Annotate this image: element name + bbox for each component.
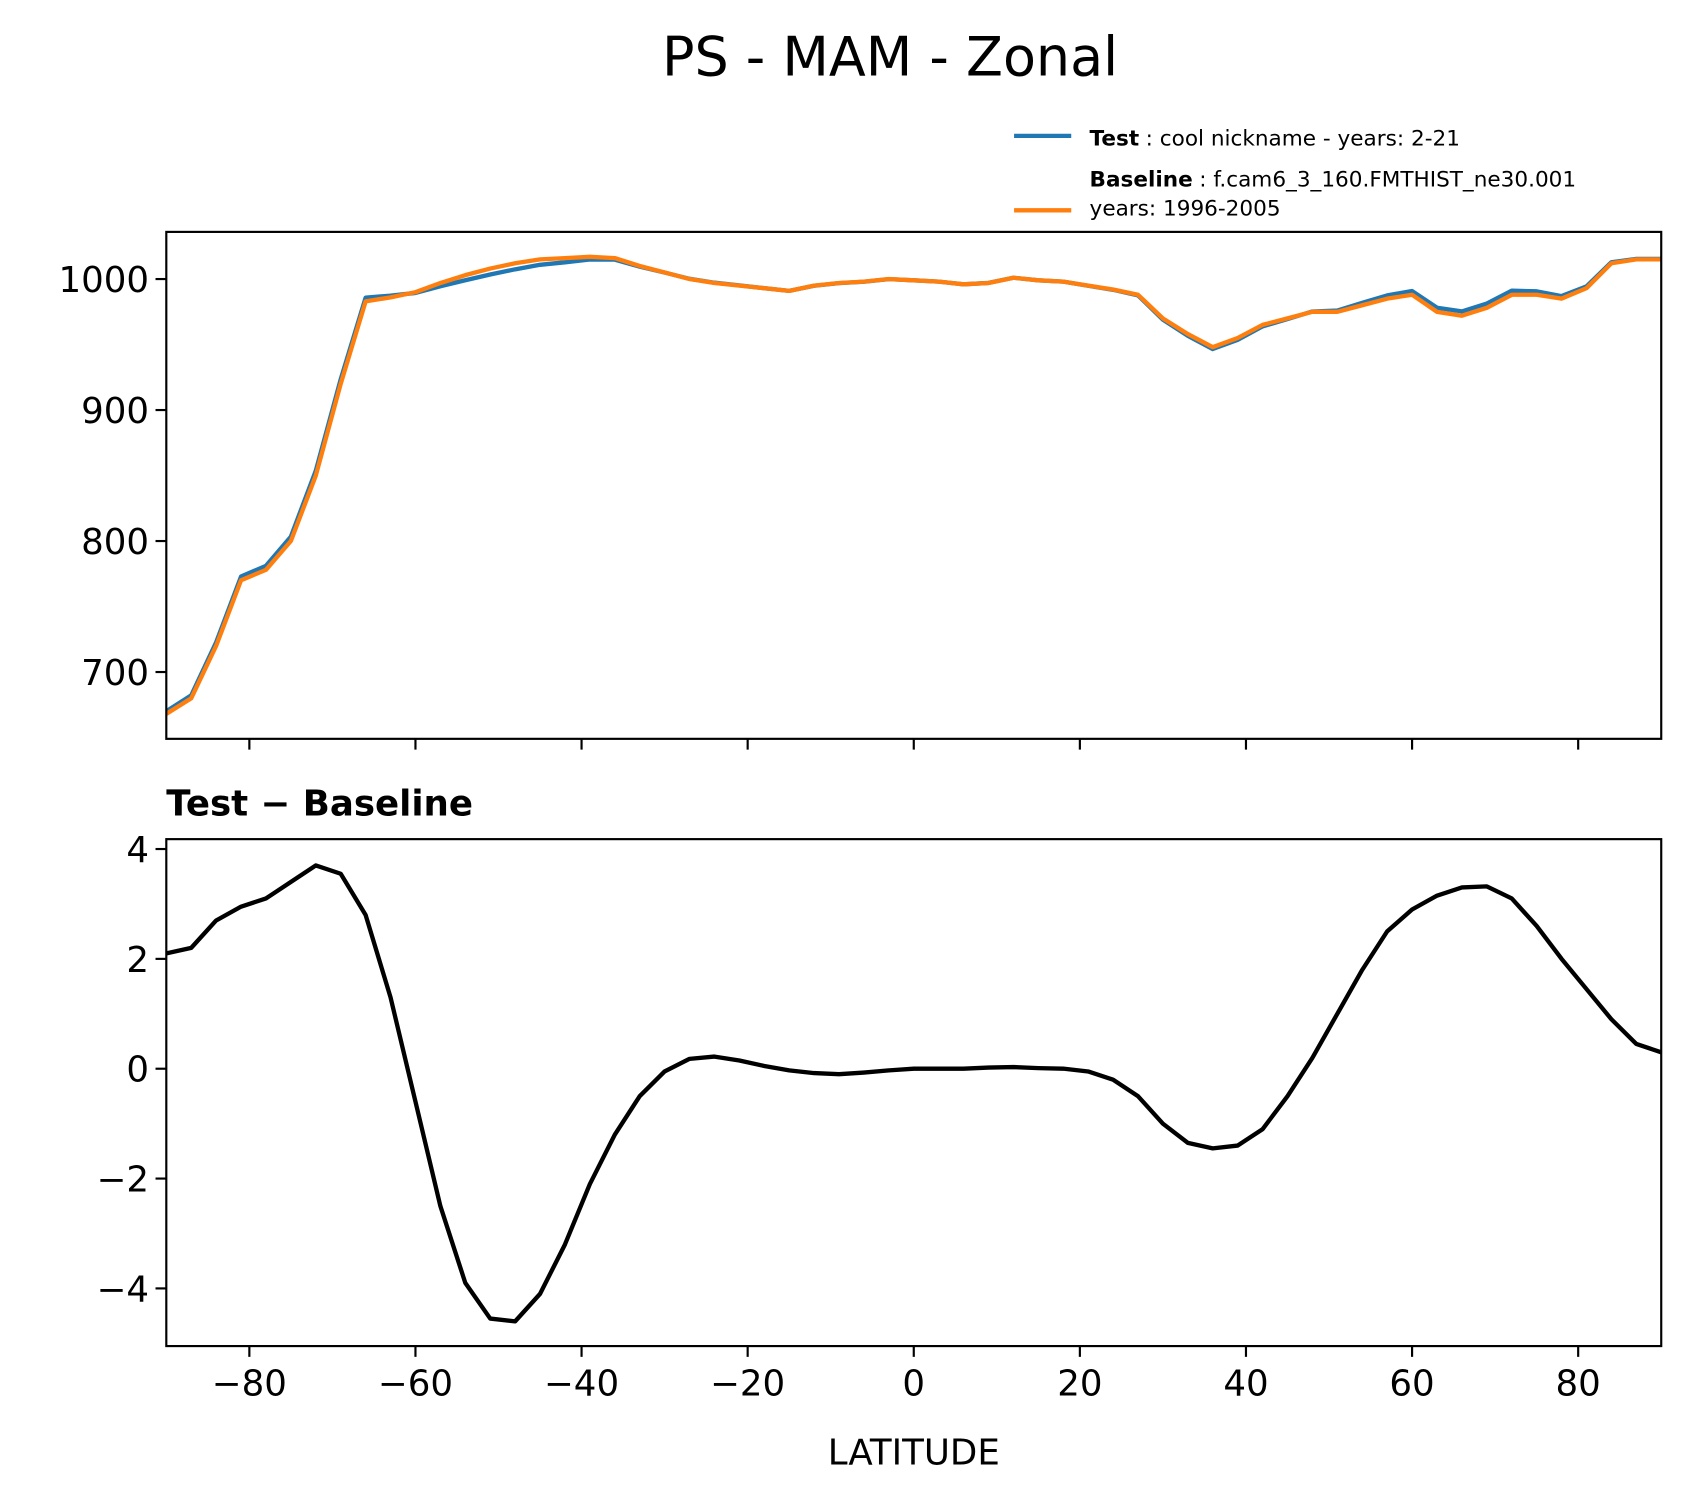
x-axis-label: LATITUDE — [828, 1433, 1000, 1474]
plot-frame — [165, 838, 1663, 1348]
x-tick-label: 60 — [1389, 1364, 1434, 1405]
legend-text: : cool nickname - years: 2-21 — [1146, 127, 1460, 152]
y-tick-label: 900 — [81, 391, 149, 432]
line-series — [166, 256, 1662, 714]
line-series — [166, 863, 1662, 1324]
x-tick-label: 0 — [902, 1364, 925, 1405]
subplot-title: Test − Baseline — [166, 783, 473, 824]
x-tick-label: 80 — [1556, 1364, 1601, 1405]
legend-name: Baseline — [1090, 168, 1193, 193]
x-tick-label: −80 — [212, 1364, 287, 1405]
x-tick-label: −60 — [378, 1364, 453, 1405]
y-tick-label: 4 — [126, 830, 149, 871]
line-series — [166, 254, 1662, 716]
legend-label: Test: cool nickname - years: 2-21 — [1090, 127, 1460, 152]
x-tick-label: 40 — [1223, 1364, 1268, 1405]
x-tick-label: −40 — [544, 1364, 619, 1405]
y-tick-label: −2 — [97, 1160, 149, 1201]
x-tick-label: 20 — [1057, 1364, 1102, 1405]
y-tick-label: 0 — [126, 1050, 149, 1091]
legend-text: years: 1996-2005 — [1090, 197, 1281, 222]
legend-text: : f.cam6_3_160.FMTHIST_ne30.001 — [1199, 168, 1576, 193]
plot-frame — [165, 230, 1663, 740]
y-tick-label: 1000 — [59, 260, 150, 301]
y-tick-label: 700 — [81, 653, 149, 694]
x-tick-label: −20 — [710, 1364, 785, 1405]
y-tick-label: −4 — [97, 1269, 149, 1310]
legend-name: Test — [1090, 127, 1140, 152]
y-tick-label: 2 — [126, 940, 149, 981]
figure-title: PS - MAM - Zonal — [662, 26, 1118, 89]
y-tick-label: 800 — [81, 522, 149, 563]
